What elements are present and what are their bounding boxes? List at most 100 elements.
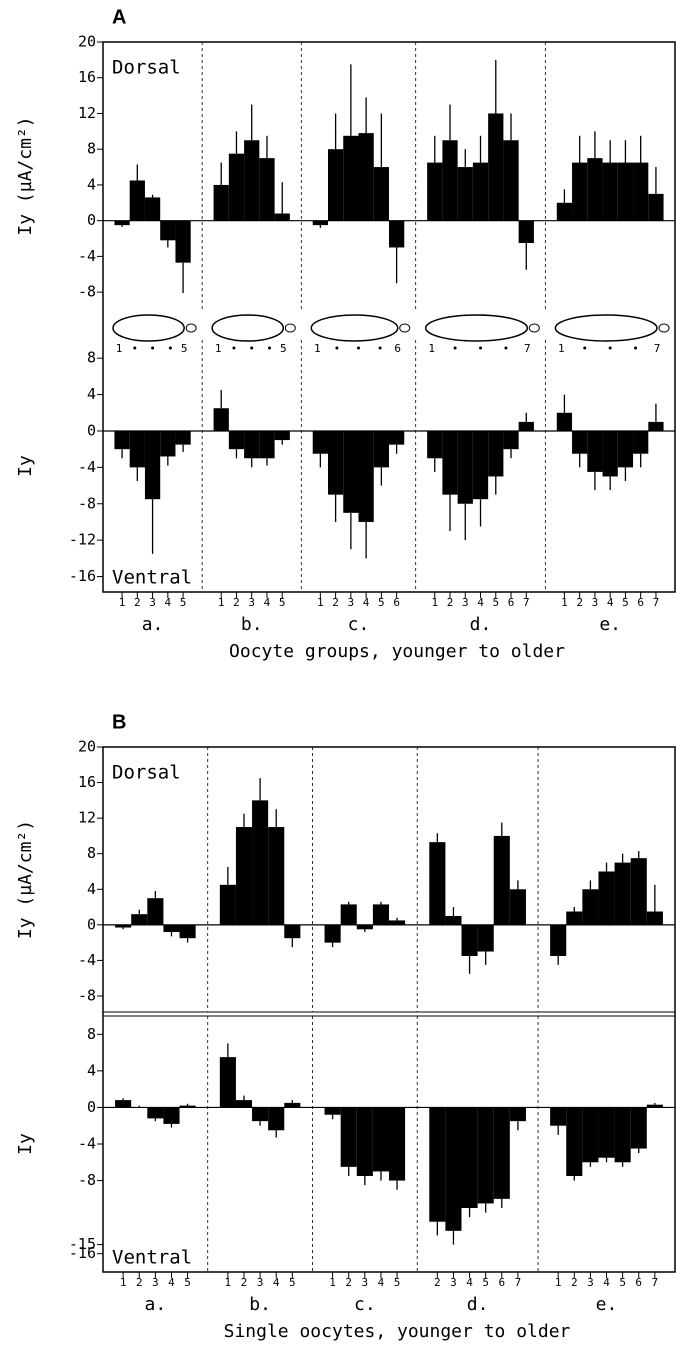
- bar: [617, 162, 634, 221]
- bar: [477, 924, 494, 952]
- bar: [373, 167, 389, 221]
- y-tick-label: 12: [78, 809, 96, 827]
- bar: [550, 924, 567, 956]
- bar: [160, 220, 176, 241]
- x-tick-label: 2: [332, 596, 339, 609]
- bar: [648, 421, 664, 431]
- bar: [566, 911, 583, 925]
- bar: [614, 1107, 631, 1163]
- site-dot: [151, 346, 155, 350]
- x-tick-label: 5: [180, 596, 187, 609]
- x-tick-label: 5: [394, 1276, 401, 1289]
- bar: [340, 1107, 357, 1167]
- y-tick-label: 20: [78, 33, 96, 51]
- bar: [389, 430, 405, 445]
- annotation: Ventral: [112, 1247, 192, 1269]
- x-tick-label: 1: [119, 596, 126, 609]
- y-tick-label: -8: [78, 1171, 96, 1189]
- bar: [472, 162, 489, 221]
- bar: [358, 133, 374, 221]
- diagram-label: 7: [654, 342, 661, 355]
- x-tick-label: 7: [652, 1276, 659, 1289]
- bar: [115, 1100, 132, 1108]
- diagram-label: 1: [558, 342, 565, 355]
- bar: [582, 889, 599, 925]
- x-tick-label: 6: [635, 1276, 642, 1289]
- bar: [284, 924, 301, 939]
- bar: [284, 1102, 301, 1108]
- x-tick-label: 7: [515, 1276, 522, 1289]
- bar: [633, 430, 649, 454]
- y-tick-label: -8: [78, 494, 96, 512]
- bar: [252, 800, 269, 925]
- bar: [327, 149, 344, 221]
- y-axis-label: Iy (µA/cm²): [15, 116, 36, 235]
- x-tick-label: 3: [450, 1276, 457, 1289]
- x-tick-label: 2: [233, 596, 240, 609]
- bar: [572, 162, 588, 221]
- bar: [602, 430, 618, 477]
- x-tick-label: 1: [329, 1276, 336, 1289]
- group-label: e.: [596, 1294, 618, 1315]
- x-tick-label: 2: [134, 596, 141, 609]
- bar: [163, 924, 180, 932]
- bar: [175, 220, 191, 263]
- oocyte-stalk: [185, 323, 197, 333]
- bar: [614, 862, 631, 925]
- bar: [131, 914, 148, 925]
- x-axis-label: Oocyte groups, younger to older: [229, 641, 565, 662]
- diagram-label: 6: [394, 342, 401, 355]
- y-tick-label: 8: [87, 140, 96, 158]
- y-axis-label: Iy: [15, 455, 36, 477]
- diagram-label: 1: [428, 342, 435, 355]
- y-tick-label: 20: [78, 738, 96, 756]
- bar: [259, 158, 275, 221]
- bar: [213, 408, 229, 431]
- x-tick-label: 3: [362, 1276, 369, 1289]
- bar: [461, 924, 478, 956]
- group-label: d.: [467, 1294, 489, 1315]
- bar: [389, 220, 405, 248]
- x-tick-label: 6: [508, 596, 515, 609]
- x-tick-label: 4: [264, 596, 271, 609]
- group-label: a.: [145, 1294, 167, 1315]
- bar: [550, 1107, 567, 1126]
- bar: [219, 1057, 236, 1108]
- bar: [572, 430, 588, 454]
- x-tick-label: 5: [279, 596, 286, 609]
- bar: [129, 180, 145, 221]
- bar: [358, 430, 374, 522]
- y-tick-label: 8: [87, 844, 96, 862]
- bar: [129, 430, 145, 468]
- oocyte-stalk: [284, 323, 296, 333]
- group-label: b.: [241, 614, 263, 635]
- y-tick-label: 4: [87, 1061, 96, 1079]
- x-tick-label: 1: [431, 596, 438, 609]
- y-tick-label: 16: [78, 68, 96, 86]
- x-tick-label: 1: [120, 1276, 127, 1289]
- y-tick-label: -4: [78, 458, 96, 476]
- site-dot: [453, 346, 457, 350]
- bar: [630, 1107, 647, 1149]
- y-tick-label: 16: [78, 773, 96, 791]
- bar: [633, 162, 649, 221]
- diagram-label: 1: [116, 342, 123, 355]
- x-tick-label: 6: [393, 596, 400, 609]
- diagram-label: 5: [280, 342, 287, 355]
- annotation: Dorsal: [112, 762, 181, 784]
- bar: [115, 924, 132, 928]
- bar: [556, 202, 573, 221]
- panel-title: A: [112, 6, 126, 28]
- bar: [372, 1107, 389, 1172]
- x-tick-label: 4: [607, 596, 614, 609]
- x-tick-label: 7: [523, 596, 530, 609]
- annotation: Dorsal: [112, 57, 181, 79]
- bar: [213, 184, 229, 221]
- x-tick-label: 1: [218, 596, 225, 609]
- annotation: Ventral: [112, 567, 192, 589]
- bar: [312, 430, 328, 454]
- oocyte-stalk: [399, 323, 411, 333]
- bar: [147, 898, 164, 925]
- panel-a-frame: [102, 41, 676, 593]
